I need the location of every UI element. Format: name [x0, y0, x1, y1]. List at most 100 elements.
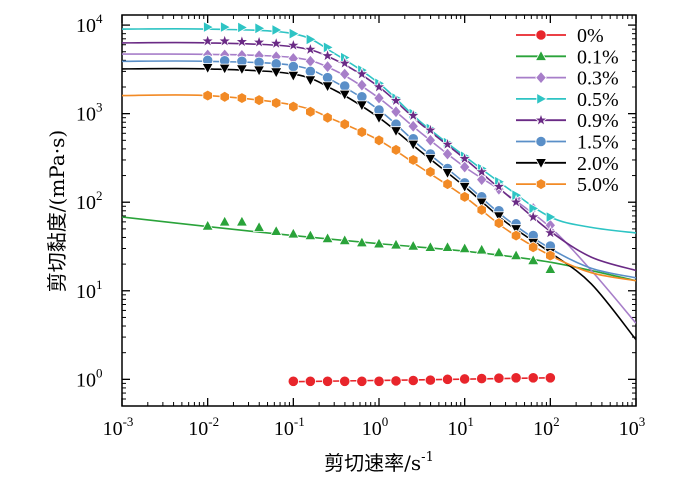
- series-7-point: [253, 94, 265, 107]
- series-6-point: [458, 182, 471, 194]
- series-1-point: [252, 220, 266, 232]
- legend-marker: [534, 158, 548, 170]
- series-7-point: [425, 165, 436, 178]
- series-0-point: [390, 375, 402, 387]
- series-3-point: [528, 202, 540, 215]
- series-1-point: [389, 238, 403, 250]
- legend-marker: [535, 178, 547, 191]
- series-4-point: [354, 66, 370, 81]
- series-1-point: [372, 237, 386, 249]
- series-0-point: [476, 372, 488, 385]
- series-2-point: [390, 105, 402, 119]
- series-4-point: [303, 41, 318, 56]
- y-tick-label: 102: [76, 188, 103, 214]
- series-0-point: [544, 372, 556, 384]
- series-6-point: [201, 63, 214, 75]
- series-4-point: [320, 48, 335, 63]
- series-1-point: [287, 227, 300, 239]
- series-2-point: [338, 67, 351, 81]
- series-4-point: [525, 209, 541, 224]
- x-tick-labels: 10-3 10-2 10-1 100 101 102 103: [103, 414, 646, 440]
- y-tick-label: 101: [76, 277, 103, 303]
- series-0-point: [493, 372, 505, 384]
- series-4-point: [234, 33, 250, 48]
- series-4-point: [440, 136, 455, 151]
- series-0-point: [527, 372, 539, 384]
- series-7-point: [408, 154, 419, 166]
- legend: 0%0.1%0.3%0.5%0.9%1.5%2.0%5.0%: [516, 25, 619, 196]
- series-6-point: [338, 89, 351, 101]
- legend-marker: [533, 112, 549, 127]
- series-5-point: [304, 65, 316, 77]
- series-6-point: [509, 224, 523, 236]
- series-2-point: [304, 54, 317, 68]
- series-6-point: [389, 126, 403, 138]
- x-tick-label: 103: [619, 414, 646, 440]
- series-4-point: [217, 33, 233, 48]
- series-1-point: [544, 262, 557, 274]
- series-7-point: [390, 143, 402, 156]
- series-3-point: [271, 23, 283, 37]
- legend-marker: [534, 49, 548, 61]
- series-3-point: [203, 20, 215, 34]
- series-4-point: [388, 92, 404, 107]
- y-tick-label: 104: [76, 11, 103, 37]
- series-6-point: [218, 63, 231, 75]
- legend-marker: [535, 135, 547, 148]
- plot-frame: [121, 14, 637, 407]
- series-1-markers: [201, 215, 557, 274]
- series-3-point: [545, 210, 557, 224]
- series-7-point: [305, 105, 316, 118]
- series-5-point: [356, 91, 368, 103]
- series-4-point: [251, 34, 267, 49]
- series-7-point: [545, 249, 556, 262]
- series-4-point: [423, 122, 438, 137]
- series-1-point: [492, 246, 506, 258]
- series-1-point: [475, 243, 488, 255]
- series-1-point: [304, 229, 317, 241]
- series-1-point: [201, 219, 214, 231]
- series-6-point: [321, 81, 334, 93]
- series-7-point: [236, 92, 248, 104]
- y-tick-label: 103: [76, 100, 103, 126]
- series-1-point: [458, 241, 471, 254]
- series-2-point: [321, 59, 334, 74]
- series-1-point: [321, 231, 334, 244]
- series-0-point: [287, 375, 299, 387]
- series-1-point: [441, 240, 454, 252]
- x-tick-label: 100: [362, 414, 389, 440]
- series-1-fit-line: [122, 216, 636, 282]
- series-6-point: [270, 67, 283, 79]
- series-1-point: [509, 248, 523, 261]
- series-4-point: [474, 164, 490, 179]
- series-0-point: [356, 375, 368, 387]
- series-4-point: [337, 55, 353, 70]
- series-2-point: [356, 78, 368, 92]
- series-3-point: [288, 27, 300, 40]
- data-markers: [200, 20, 558, 387]
- series-6-point: [355, 100, 368, 112]
- series-7-point: [373, 134, 385, 147]
- series-5-point: [339, 80, 351, 92]
- series-7-point: [476, 203, 487, 216]
- series-1-point: [218, 215, 231, 227]
- series-0-point: [304, 375, 316, 387]
- series-6-point: [252, 65, 266, 77]
- series-7-point: [493, 217, 505, 230]
- series-6-point: [475, 197, 488, 209]
- series-7-markers: [202, 89, 556, 262]
- series-3-point: [305, 33, 317, 46]
- series-6-point: [372, 113, 386, 125]
- legend-marker: [535, 29, 547, 41]
- series-7-point: [271, 97, 282, 109]
- legend-marker: [535, 70, 547, 85]
- series-0-point: [339, 375, 351, 387]
- legend-label: 2.0%: [577, 153, 619, 175]
- series-7-point: [356, 126, 368, 138]
- axis-ticks: [121, 15, 637, 406]
- series-4-point: [286, 37, 301, 52]
- series-3-point: [322, 41, 335, 54]
- series-6-point: [235, 64, 249, 76]
- series-7-point: [202, 89, 213, 102]
